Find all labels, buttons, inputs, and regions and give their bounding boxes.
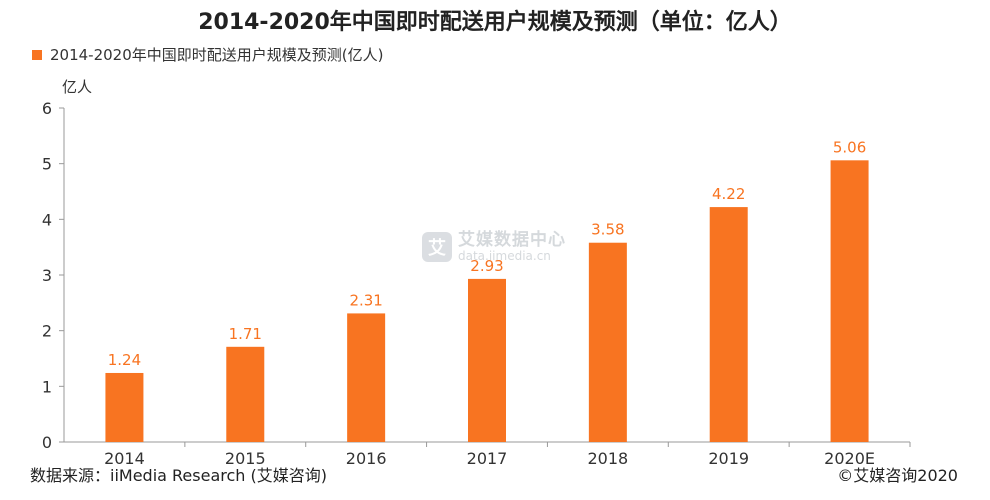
data-label: 1.71 (229, 325, 262, 343)
x-tick-label: 2020E (824, 449, 875, 468)
bar (105, 372, 144, 442)
source-note: 数据来源：iiMedia Research (艾媒咨询) (30, 466, 327, 485)
data-label: 5.06 (833, 138, 866, 156)
watermark: 艾 艾媒数据中心 data.iimedia.cn (422, 230, 566, 263)
bar (347, 313, 386, 442)
x-tick-label: 2019 (708, 449, 749, 468)
chart-title: 2014-2020年中国即时配送用户规模及预测（单位：亿人） (198, 10, 792, 35)
y-axis-label: 亿人 (62, 78, 93, 96)
legend-label: 2014-2020年中国即时配送用户规模及预测(亿人) (50, 46, 384, 64)
x-tick-label: 2016 (346, 449, 387, 468)
data-label: 2.31 (349, 291, 382, 309)
x-tick-label: 2018 (587, 449, 628, 468)
y-tick-label: 1 (42, 377, 52, 396)
watermark-logo-icon: 艾 (422, 232, 452, 263)
data-label: 1.24 (108, 351, 141, 369)
legend: 2014-2020年中国即时配送用户规模及预测(亿人) (32, 44, 383, 65)
x-tick-label: 2017 (467, 449, 508, 468)
bar (709, 207, 748, 442)
y-tick-label: 3 (42, 266, 52, 285)
bar (226, 346, 265, 442)
y-tick-label: 4 (42, 210, 52, 229)
legend-swatch (32, 49, 42, 60)
bar (588, 242, 627, 442)
bar (468, 278, 506, 442)
data-label: 4.22 (712, 185, 745, 203)
y-tick-label: 0 (42, 433, 52, 452)
watermark-main: 艾媒数据中心 (458, 230, 566, 250)
x-tick-label: 2014 (104, 449, 145, 468)
bar (830, 160, 869, 442)
x-tick-label: 2015 (225, 449, 266, 468)
watermark-sub: data.iimedia.cn (458, 248, 551, 263)
data-label: 2.93 (470, 257, 503, 275)
y-tick-label: 2 (42, 322, 52, 341)
y-tick-label: 6 (42, 99, 52, 118)
y-tick-label: 5 (42, 155, 52, 174)
copyright-note: ©艾媒咨询2020 (837, 466, 958, 485)
data-label: 3.58 (591, 221, 624, 239)
